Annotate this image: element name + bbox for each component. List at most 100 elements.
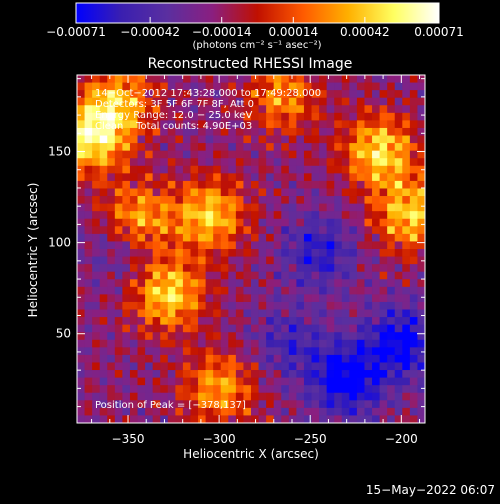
heatmap-cell <box>114 309 123 318</box>
heatmap-cell <box>372 271 381 280</box>
heatmap-cell <box>266 203 275 212</box>
heatmap-cell <box>175 75 184 83</box>
heatmap-cell <box>266 158 275 167</box>
heatmap-cell <box>417 332 426 341</box>
heatmap-cell <box>243 105 252 114</box>
heatmap-cell <box>364 407 373 416</box>
heatmap-cell <box>152 256 161 265</box>
heatmap-cell <box>364 415 373 424</box>
heatmap-cell <box>303 143 312 152</box>
heatmap-cell <box>122 249 131 257</box>
heatmap-cell <box>409 324 418 333</box>
heatmap-cell <box>107 173 116 182</box>
heatmap-cell <box>266 256 275 265</box>
heatmap-cell <box>273 392 282 401</box>
heatmap-cell <box>92 279 101 288</box>
heatmap-cell <box>152 75 161 83</box>
heatmap-cell <box>160 135 169 144</box>
heatmap-cell <box>402 150 411 159</box>
heatmap-cell <box>379 143 388 152</box>
heatmap-cell <box>129 173 138 182</box>
heatmap-cell <box>235 90 244 99</box>
heatmap-cell <box>341 105 350 114</box>
heatmap-cell <box>175 392 184 401</box>
heatmap-cell <box>258 301 267 310</box>
heatmap-cell <box>266 143 275 152</box>
heatmap-cell <box>190 233 199 242</box>
heatmap-cell <box>129 415 138 424</box>
heatmap-cell <box>243 165 252 174</box>
heatmap-cell <box>319 127 328 136</box>
heatmap-cell <box>152 324 161 333</box>
heatmap-cell <box>311 173 320 182</box>
heatmap-cell <box>326 309 335 318</box>
heatmap-cell <box>364 173 373 182</box>
heatmap-cell <box>303 324 312 333</box>
heatmap-cell <box>114 241 123 250</box>
heatmap-cell <box>175 226 184 235</box>
heatmap-cell <box>281 150 290 159</box>
heatmap-cell <box>251 317 259 326</box>
heatmap-cell <box>288 233 297 242</box>
heatmap-cell <box>77 264 85 273</box>
heatmap-cell <box>326 362 335 371</box>
heatmap-cell <box>122 339 131 348</box>
heatmap-cell <box>205 354 214 363</box>
heatmap-cell <box>417 150 426 159</box>
heatmap-cell <box>92 218 101 227</box>
heatmap-cell <box>228 173 237 182</box>
heatmap-cell <box>326 165 335 174</box>
heatmap-cell <box>213 256 222 265</box>
heatmap-cell <box>190 347 199 356</box>
heatmap-cell <box>281 264 290 273</box>
heatmap-cell <box>220 339 229 348</box>
heatmap-cell <box>235 82 244 91</box>
heatmap-cell <box>175 400 184 409</box>
heatmap-cell <box>417 415 426 424</box>
heatmap-cell <box>379 180 388 189</box>
heatmap-cell <box>243 90 252 99</box>
heatmap-cell <box>251 286 259 295</box>
heatmap-cell <box>243 264 252 273</box>
heatmap-cell <box>198 127 207 136</box>
heatmap-cell <box>303 226 312 235</box>
heatmap-cell <box>258 324 267 333</box>
heatmap-cell <box>220 309 229 318</box>
heatmap-cell <box>137 150 146 159</box>
heatmap-cell <box>379 309 388 318</box>
heatmap-cell <box>296 196 305 205</box>
heatmap-cell <box>205 279 214 288</box>
heatmap-cell <box>311 188 320 197</box>
heatmap-cell <box>145 97 154 106</box>
heatmap-cell <box>122 158 131 167</box>
heatmap-cell <box>258 158 267 167</box>
heatmap-cell <box>251 120 259 129</box>
heatmap-cell <box>334 158 343 167</box>
heatmap-cell <box>152 370 161 379</box>
heatmap-cell <box>394 211 403 220</box>
heatmap-cell <box>77 347 85 356</box>
heatmap-cell <box>266 332 275 341</box>
heatmap-cell <box>326 173 335 182</box>
heatmap-cell <box>258 354 267 363</box>
heatmap-cell <box>213 203 222 212</box>
heatmap-cell <box>190 370 199 379</box>
heatmap-cell <box>114 203 123 212</box>
heatmap-cell <box>198 218 207 227</box>
heatmap-cell <box>114 112 123 121</box>
heatmap-cell <box>273 173 282 182</box>
heatmap-cell <box>387 370 396 379</box>
heatmap-cell <box>213 400 222 409</box>
heatmap-cell <box>296 377 305 386</box>
heatmap-cell <box>251 279 259 288</box>
heatmap-cell <box>198 241 207 250</box>
heatmap-cell <box>145 400 154 409</box>
heatmap-cell <box>107 256 116 265</box>
heatmap-cell <box>122 241 131 250</box>
heatmap-cell <box>409 165 418 174</box>
heatmap-cell <box>394 180 403 189</box>
heatmap-cell <box>152 203 161 212</box>
heatmap-cell <box>92 226 101 235</box>
heatmap-cell <box>303 105 312 114</box>
heatmap-cell <box>243 286 252 295</box>
